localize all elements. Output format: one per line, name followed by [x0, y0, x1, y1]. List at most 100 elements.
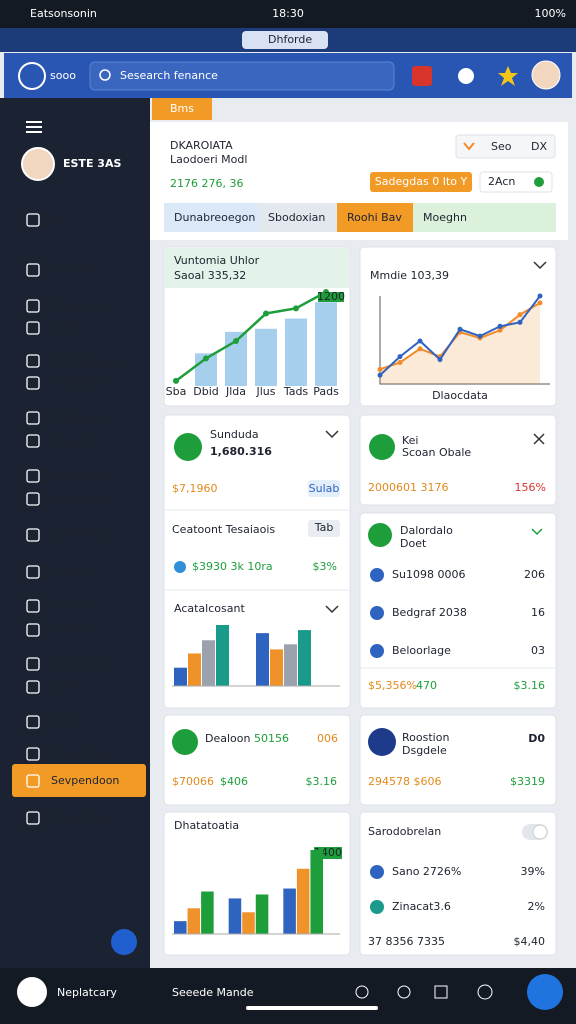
expand-icon[interactable] [325, 430, 339, 439]
tab[interactable] [413, 203, 556, 232]
chart-subtitle: Saoal 335,32 [174, 269, 246, 282]
notification-icon[interactable] [412, 66, 432, 86]
menu-item[interactable]: Bekian [51, 680, 88, 693]
menu-item[interactable]: Snotmoite [51, 492, 108, 505]
bottom-bar [0, 968, 576, 1024]
kei-subtitle: Scoan Obale [402, 446, 471, 459]
menu-item-icon [26, 469, 40, 483]
avatar[interactable] [531, 60, 561, 90]
badge-label: 1200 [317, 290, 345, 303]
save-label: Seo [491, 140, 512, 153]
filter-button[interactable] [370, 172, 472, 192]
toggle-knob [532, 824, 548, 840]
bar [284, 644, 297, 686]
row-label: Beloorlage [392, 644, 451, 657]
menu-item[interactable]: Fasnoning [51, 528, 106, 541]
point [397, 354, 403, 360]
menu-item-icon [26, 528, 40, 542]
expand-icon[interactable] [533, 261, 547, 270]
menu-item[interactable]: Leunapia [51, 263, 101, 276]
menu-item-icon [26, 434, 40, 448]
menu-item[interactable]: Denodiages [51, 811, 116, 824]
menu-item-icon [26, 492, 40, 506]
bar [285, 318, 307, 386]
menu-item[interactable]: Sheorodioaks [51, 354, 125, 367]
menu-item[interactable]: Bea [51, 213, 72, 226]
menu-item[interactable]: Sevpendoon [51, 774, 119, 787]
bottom-avatar[interactable] [17, 977, 47, 1007]
bottom-icon[interactable] [477, 984, 493, 1000]
apps-icon[interactable] [458, 68, 474, 84]
user-avatar[interactable] [21, 147, 55, 181]
card-icon [174, 433, 202, 461]
bar [310, 850, 323, 934]
bar [187, 908, 201, 934]
point [537, 293, 543, 299]
menu-icon[interactable] [26, 121, 42, 123]
dealoon-value: $406 [220, 775, 248, 788]
fab[interactable] [527, 974, 563, 1010]
help-button[interactable] [111, 929, 137, 955]
point [377, 372, 383, 378]
menu-item-icon [26, 811, 40, 825]
point [497, 323, 503, 329]
tab[interactable] [337, 203, 413, 232]
menu-item[interactable]: Vanodil [51, 599, 91, 612]
menu-item[interactable]: Reaks [51, 321, 84, 334]
bar [228, 898, 242, 934]
bar [255, 328, 277, 386]
bottom-icon[interactable] [355, 985, 369, 999]
point [203, 355, 209, 362]
tab[interactable] [164, 203, 258, 232]
save-group[interactable] [455, 134, 556, 159]
expand-icon[interactable] [531, 528, 543, 536]
chart-title: Vuntomia Uhlor [174, 254, 260, 267]
active-item[interactable] [12, 764, 146, 797]
menu-item[interactable]: Ekomoria [51, 411, 102, 424]
point [417, 338, 423, 344]
menu-item-icon [26, 411, 40, 425]
menu-item[interactable]: Dardoneat [51, 747, 110, 760]
tab[interactable] [258, 203, 337, 232]
card [359, 714, 557, 806]
card-icon [368, 728, 396, 756]
details-title: Dalordalo [400, 524, 453, 537]
bar [174, 667, 187, 686]
axis [379, 296, 550, 385]
section-icon [174, 561, 186, 573]
dealoon-highlight: 50156 [254, 732, 289, 745]
close-icon[interactable] [533, 433, 545, 445]
menu-item[interactable]: Cotantie [51, 434, 98, 447]
menu-item-icon [26, 715, 40, 729]
status-carrier: Eatsonsonin [30, 7, 97, 20]
menu-item[interactable]: Srasnlgnatie [51, 469, 120, 482]
tab-label: Roohi Bav [347, 211, 402, 224]
search-box[interactable] [89, 61, 395, 91]
card-icon [172, 729, 198, 755]
card [163, 714, 351, 806]
menu-item[interactable]: Dedamaia [51, 299, 107, 312]
star-icon[interactable] [498, 66, 518, 86]
action-button[interactable] [479, 171, 553, 193]
logo-icon[interactable] [18, 62, 46, 90]
row-icon [370, 900, 384, 914]
point [293, 305, 299, 312]
menu-item-icon [26, 321, 40, 335]
menu-item[interactable]: Dannad [51, 565, 94, 578]
section-button[interactable] [308, 520, 340, 537]
page-title: DKAROIATA [170, 139, 233, 152]
expand-icon[interactable] [325, 605, 339, 614]
menu-item[interactable]: Pantiar [51, 715, 90, 728]
menu-item[interactable]: Anobaait [51, 376, 101, 389]
summary-value: 1,680.316 [210, 445, 272, 458]
details-foot: $5,356% [368, 679, 417, 692]
bottom-icon[interactable] [397, 985, 411, 999]
menu-item[interactable]: Dranoness [51, 657, 110, 670]
page-amount: 2176 276, 36 [170, 177, 243, 190]
tag[interactable] [152, 98, 212, 120]
menu-item[interactable]: Redodan [51, 623, 99, 636]
bottom-icon[interactable] [434, 985, 448, 999]
browser-tab[interactable] [242, 31, 328, 49]
bar [188, 653, 201, 686]
